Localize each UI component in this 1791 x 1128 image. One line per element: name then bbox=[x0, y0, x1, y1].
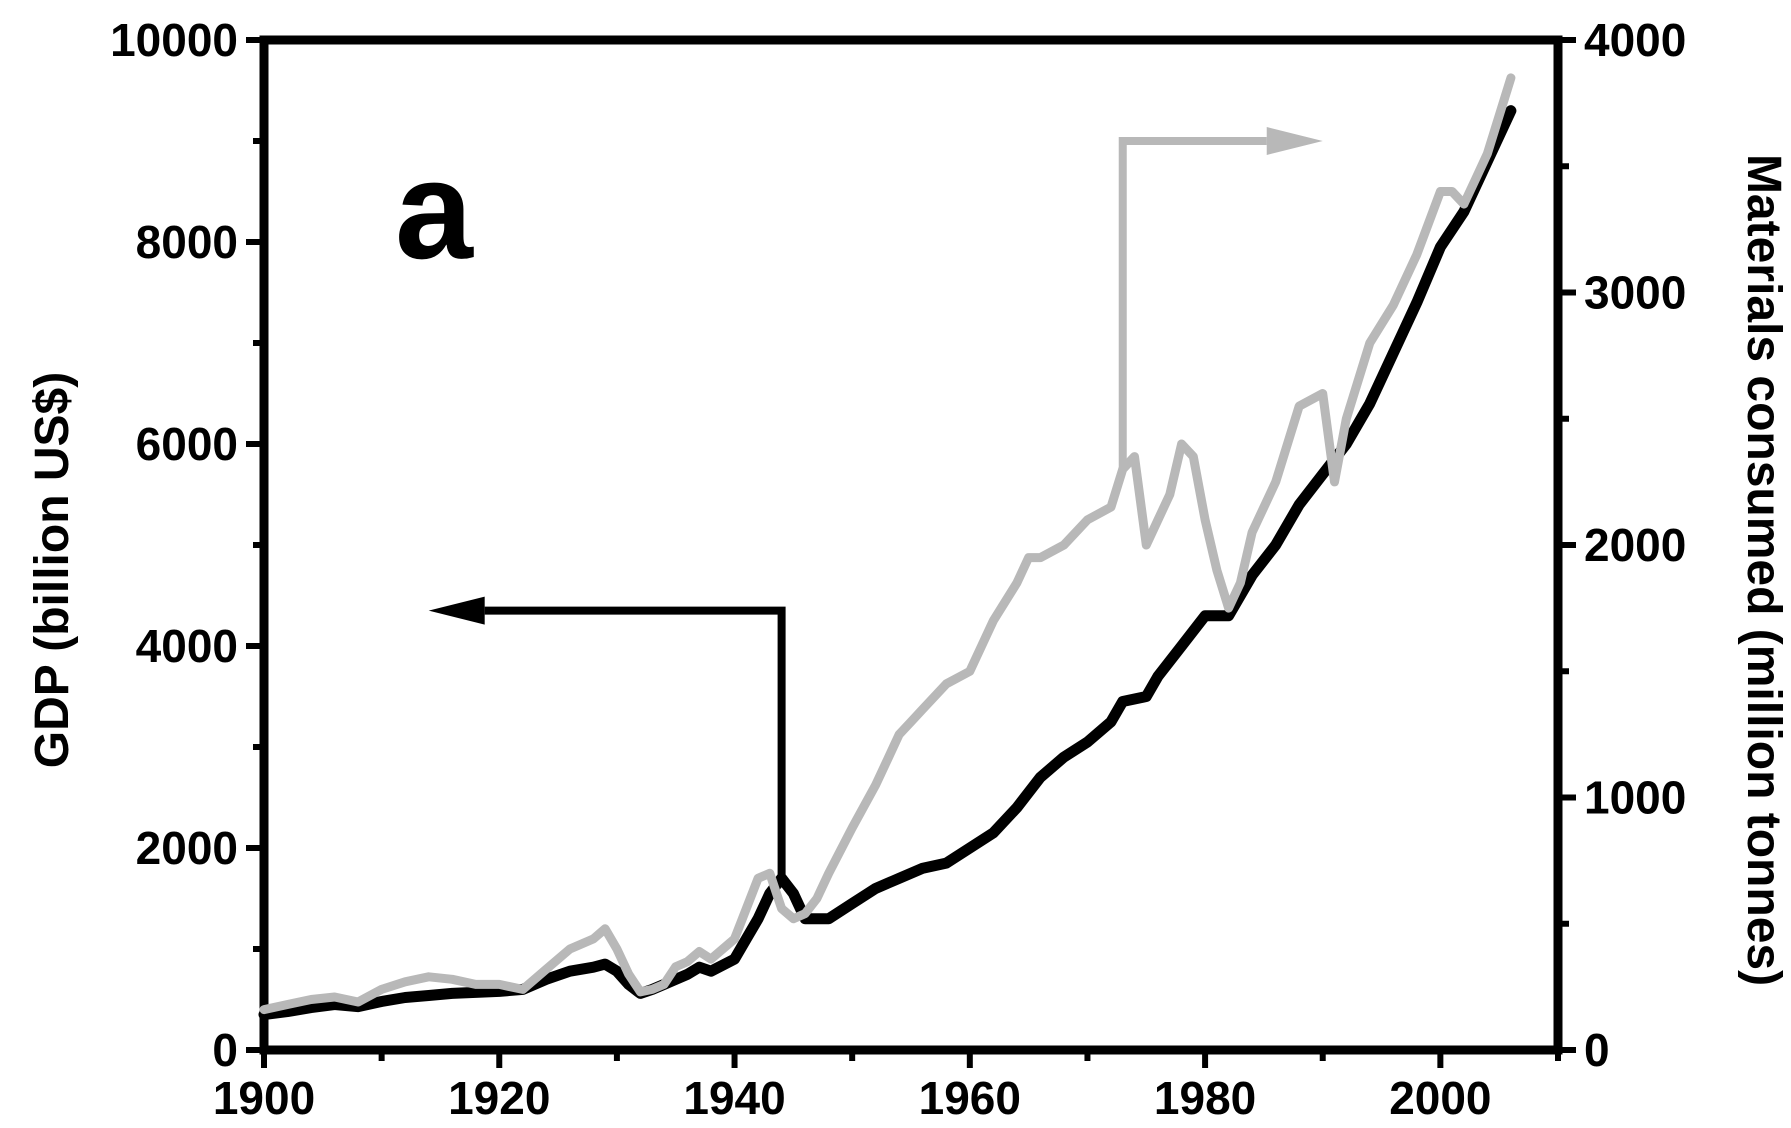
y-left-tick-label: 10000 bbox=[110, 14, 238, 66]
y-right-tick-label: 1000 bbox=[1584, 772, 1686, 824]
x-tick-label: 1900 bbox=[213, 1072, 315, 1124]
x-tick-label: 1940 bbox=[683, 1072, 785, 1124]
y-right-tick-label: 3000 bbox=[1584, 267, 1686, 319]
y-axis-left-title: GDP (billion US$) bbox=[26, 372, 79, 768]
y-left-tick-label: 6000 bbox=[136, 418, 238, 470]
x-tick-label: 1960 bbox=[919, 1072, 1021, 1124]
axes-layer: 1900 1920 1940 1960 1980 2000 0 2000 4000 6000 800… bbox=[110, 14, 1686, 1124]
y-right-tick-label: 2000 bbox=[1584, 519, 1686, 571]
x-tick-label: 2000 bbox=[1389, 1072, 1491, 1124]
annotation-arrow-1-shaft bbox=[1118, 137, 1267, 470]
y-right-tick-label: 4000 bbox=[1584, 14, 1686, 66]
series-1-line bbox=[259, 73, 1516, 1015]
y-left-tick-label: 4000 bbox=[136, 620, 238, 672]
x-tick-label: 1980 bbox=[1154, 1072, 1256, 1124]
annotation-arrow-0-head bbox=[428, 596, 485, 625]
x-tick-label: 1920 bbox=[448, 1072, 550, 1124]
series-layer bbox=[258, 73, 1517, 1021]
y-left-tick-label: 2000 bbox=[136, 822, 238, 874]
annotation-arrow-1-head bbox=[1266, 127, 1323, 155]
y-axis-right-title: Materials consumed (million tonnes) bbox=[1737, 154, 1790, 986]
annotation-layer bbox=[428, 127, 1323, 879]
y-right-tick-label: 0 bbox=[1584, 1024, 1610, 1076]
annotation-arrow-0-shaft bbox=[484, 606, 786, 879]
y-left-tick-label: 0 bbox=[212, 1024, 238, 1076]
series-0-line bbox=[258, 105, 1517, 1021]
y-left-tick-label: 8000 bbox=[136, 216, 238, 268]
panel-label: a bbox=[395, 131, 474, 288]
